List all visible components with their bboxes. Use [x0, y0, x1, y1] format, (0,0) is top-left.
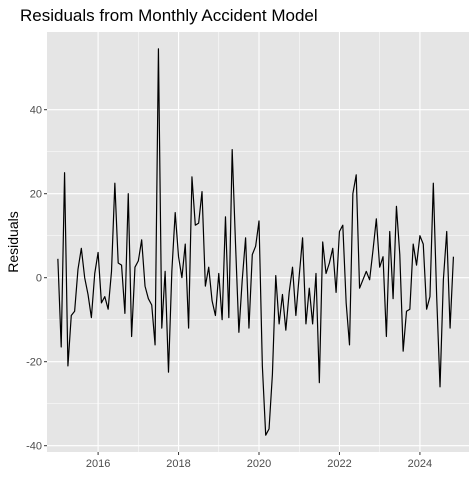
x-tick-label: 2024 — [408, 458, 432, 470]
chart-title: Residuals from Monthly Accident Model — [20, 6, 318, 25]
x-tick-label: 2018 — [166, 458, 190, 470]
y-axis-title: Residuals — [5, 211, 21, 272]
residual-series-line — [57, 48, 455, 436]
x-axis-ticks: 2016 2018 2020 2022 2024 — [86, 452, 432, 470]
x-tick-label: 2016 — [86, 458, 110, 470]
y-tick-label: 20 — [30, 189, 42, 201]
x-tick-label: 2022 — [327, 458, 351, 470]
y-axis-ticks: -40 -20 0 20 40 — [26, 105, 47, 453]
y-tick-label: -20 — [26, 357, 42, 369]
y-tick-label: 40 — [30, 105, 42, 117]
y-tick-label: 0 — [36, 273, 42, 285]
y-tick-label: -40 — [26, 441, 42, 453]
plot-panel — [47, 32, 469, 452]
x-tick-label: 2020 — [247, 458, 271, 470]
